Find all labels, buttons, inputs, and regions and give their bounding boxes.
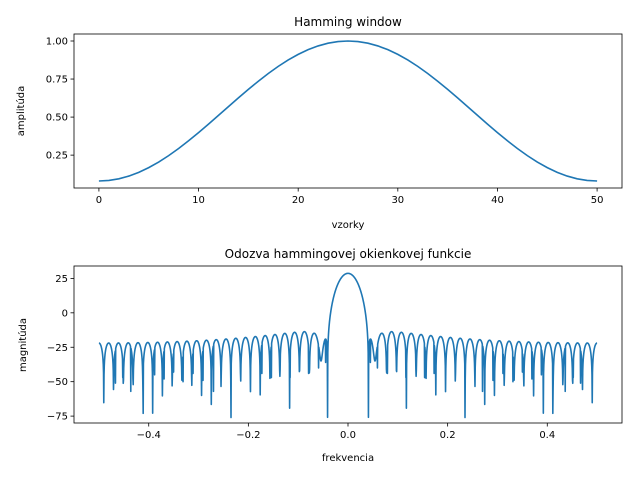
x-tick-label: 0.2 bbox=[440, 430, 456, 441]
x-tick-label: −0.2 bbox=[236, 430, 260, 441]
y-tick-label: −50 bbox=[47, 377, 68, 388]
y-tick-label: 25 bbox=[55, 274, 68, 285]
y-axis-label: magnitúda bbox=[17, 318, 29, 372]
y-tick-label: 0.50 bbox=[46, 113, 68, 124]
y-tick-label: −75 bbox=[47, 412, 68, 423]
x-tick-label: 50 bbox=[591, 195, 604, 206]
chart-hamming-window: Hamming window 0 10 20 30 40 50 0.25 0.50 0.75 1… bbox=[15, 15, 623, 231]
y-axis-label: amplitúda bbox=[15, 86, 27, 137]
x-tick-label: 0 bbox=[96, 195, 102, 206]
series-line-response bbox=[98, 272, 598, 419]
y-tick-label: 0.25 bbox=[46, 151, 68, 162]
y-tick-label: −25 bbox=[47, 343, 68, 354]
x-axis-label: frekvencia bbox=[322, 453, 374, 464]
x-tick-label: 40 bbox=[491, 195, 504, 206]
x-tick-label: 20 bbox=[292, 195, 305, 206]
y-tick-label: 0.75 bbox=[46, 75, 68, 86]
x-tick-label: 0.0 bbox=[340, 430, 356, 441]
plot-frame bbox=[73, 33, 623, 189]
chart-title: Odozva hammingovej okienkovej funkcie bbox=[225, 247, 472, 261]
x-tick-label: 30 bbox=[391, 195, 404, 206]
x-tick-label: −0.4 bbox=[137, 430, 161, 441]
y-tick-label: 0 bbox=[62, 308, 68, 319]
chart-hamming-response: Odozva hammingovej okienkovej funkcie −0… bbox=[17, 247, 623, 464]
chart-title: Hamming window bbox=[294, 15, 402, 29]
x-axis-label: vzorky bbox=[332, 220, 365, 231]
x-tick-label: 0.4 bbox=[539, 430, 555, 441]
x-tick-label: 10 bbox=[192, 195, 205, 206]
y-tick-label: 1.00 bbox=[46, 37, 68, 48]
series-line-hamming bbox=[98, 40, 598, 182]
